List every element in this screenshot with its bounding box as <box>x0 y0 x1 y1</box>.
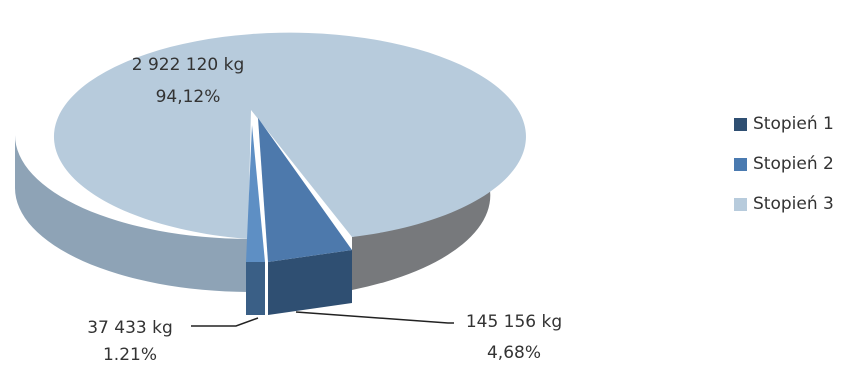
label-stopien-1-percent: 4,68% <box>487 343 541 363</box>
legend-item-stopien-3: Stopień 3 <box>734 184 834 224</box>
legend-swatch-stopien-3 <box>734 197 747 211</box>
slice-stopien-1-side <box>268 250 352 315</box>
slice-stopien-1-top <box>258 118 352 262</box>
label-stopien-2-percent: 1.21% <box>103 345 157 365</box>
legend-swatch-stopien-1 <box>734 117 747 131</box>
legend-item-stopien-2: Stopień 2 <box>734 144 834 184</box>
slice-stopien-3-side-dark <box>352 125 491 290</box>
label-stopien-1-value: 145 156 kg <box>466 312 562 332</box>
label-stopien-2-value: 37 433 kg <box>87 318 173 338</box>
legend-label-stopien-1: Stopień 1 <box>753 114 834 134</box>
legend-label-stopien-2: Stopień 2 <box>753 154 834 174</box>
legend-item-stopien-1: Stopień 1 <box>734 104 834 144</box>
label-stopien-3-value: 2 922 120 kg <box>132 55 245 75</box>
slice-stopien-3-side <box>14 135 248 292</box>
slice-stopien-3-top <box>53 32 526 239</box>
leader-line-stopien-1 <box>295 311 454 324</box>
legend-label-stopien-3: Stopień 3 <box>753 194 834 214</box>
legend-swatch-stopien-2 <box>734 157 747 171</box>
leader-line-stopien-2 <box>191 317 259 327</box>
slice-stopien-2-top <box>246 125 265 262</box>
slice-stopien-2-side <box>246 262 265 315</box>
legend: Stopień 1 Stopień 2 Stopień 3 <box>734 104 834 224</box>
label-stopien-3-percent: 94,12% <box>156 87 221 107</box>
